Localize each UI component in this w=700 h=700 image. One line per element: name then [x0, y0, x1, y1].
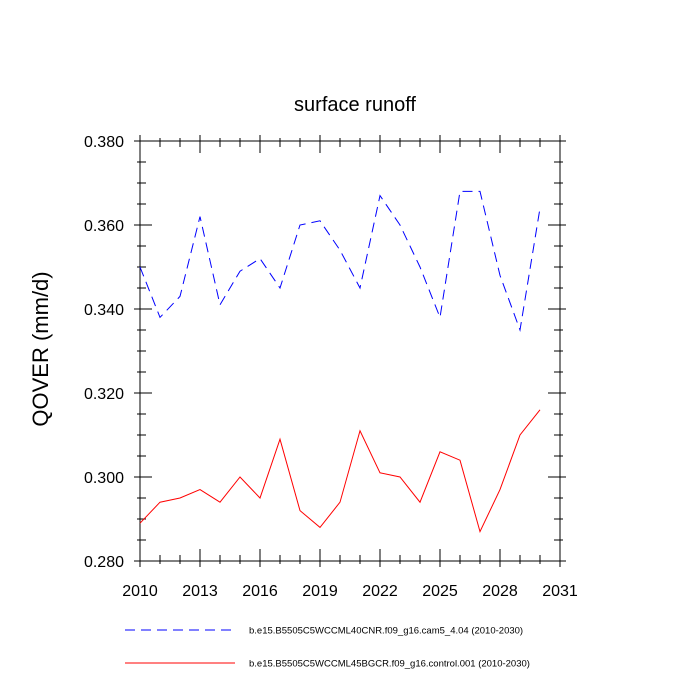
- y-tick-label: 0.380: [84, 134, 124, 151]
- y-tick-label: 0.280: [84, 554, 124, 571]
- x-tick-label: 2022: [362, 583, 398, 600]
- x-tick-label: 2031: [542, 583, 578, 600]
- x-tick-label: 2010: [122, 583, 158, 600]
- legend: b.e15.B5505C5WCCML40CNR.f09_g16.cam5_4.0…: [125, 626, 530, 670]
- x-tick-label: 2025: [422, 583, 458, 600]
- y-tick-label: 0.320: [84, 386, 124, 403]
- x-tick-label: 2028: [482, 583, 518, 600]
- plot-frame: [139, 140, 561, 562]
- y-axis-label: QOVER (mm/d): [28, 271, 53, 426]
- legend-label-2: b.e15.B5505C5WCCML45BGCR.f09_g16.control…: [249, 659, 530, 670]
- x-tick-label: 2019: [302, 583, 338, 600]
- series-line-1: [139, 190, 541, 332]
- x-tick-label: 2013: [182, 583, 218, 600]
- y-tick-label: 0.340: [84, 302, 124, 319]
- chart-title: surface runoff: [294, 94, 416, 116]
- y-tick-label: 0.300: [84, 470, 124, 487]
- x-tick-label: 2016: [242, 583, 278, 600]
- series-line-2: [139, 409, 541, 534]
- plot-area: 2010 2013 2016 2019 2022 2025 2028 2031 0.280 0.3…: [84, 134, 578, 600]
- legend-label-1: b.e15.B5505C5WCCML40CNR.f09_g16.cam5_4.0…: [249, 626, 523, 637]
- y-tick-label: 0.360: [84, 218, 124, 235]
